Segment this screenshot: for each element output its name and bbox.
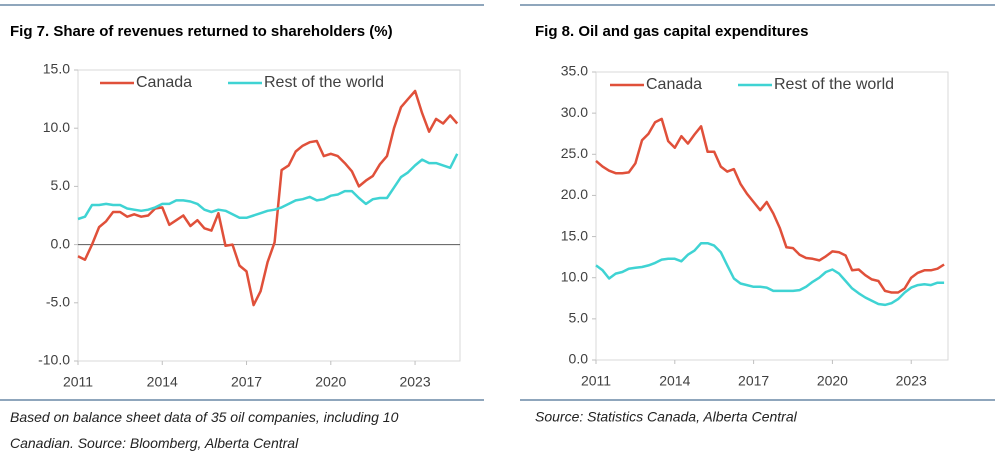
y-tick-label: 0.0 <box>569 351 589 367</box>
y-tick-label: 10.0 <box>561 268 588 284</box>
caption: Based on balance sheet data of 35 oil co… <box>10 409 399 451</box>
x-tick-label: 2014 <box>147 374 178 390</box>
x-tick-label: 2023 <box>896 373 927 389</box>
x-tick-label: 2023 <box>399 374 430 390</box>
y-tick-label: 35.0 <box>561 63 588 79</box>
y-tick-label: 25.0 <box>561 145 588 161</box>
y-tick-label: 5.0 <box>569 310 589 326</box>
caption: Source: Statistics Canada, Alberta Centr… <box>535 409 798 425</box>
y-tick-label: 30.0 <box>561 104 588 120</box>
y-tick-label: 10.0 <box>43 119 70 135</box>
chart-title: Fig 8. Oil and gas capital expenditures <box>535 23 808 40</box>
x-tick-label: 2011 <box>581 373 611 389</box>
y-tick-label: -5.0 <box>46 294 70 310</box>
series-line <box>595 117 945 294</box>
chart-title: Fig 7. Share of revenues returned to sha… <box>10 23 393 40</box>
x-tick-label: 2020 <box>817 373 848 389</box>
legend-label: Canada <box>136 74 192 91</box>
series-line <box>77 89 459 307</box>
x-tick-label: 2017 <box>738 373 769 389</box>
legend-label: Rest of the world <box>774 76 894 93</box>
y-tick-label: 0.0 <box>51 235 71 251</box>
series-line <box>595 241 945 307</box>
legend-label: Canada <box>646 76 702 93</box>
x-tick-label: 2017 <box>231 374 262 390</box>
y-tick-label: 15.0 <box>43 61 70 77</box>
x-tick-label: 2020 <box>315 374 346 390</box>
x-tick-label: 2011 <box>63 374 93 390</box>
series-line <box>77 153 459 221</box>
x-tick-label: 2014 <box>659 373 690 389</box>
y-tick-label: 5.0 <box>51 177 71 193</box>
plot-area <box>595 71 949 361</box>
legend-label: Rest of the world <box>264 74 384 91</box>
y-tick-label: 20.0 <box>561 186 588 202</box>
y-tick-label: -10.0 <box>38 352 70 368</box>
y-tick-label: 15.0 <box>561 227 588 243</box>
plot-area <box>77 69 461 362</box>
